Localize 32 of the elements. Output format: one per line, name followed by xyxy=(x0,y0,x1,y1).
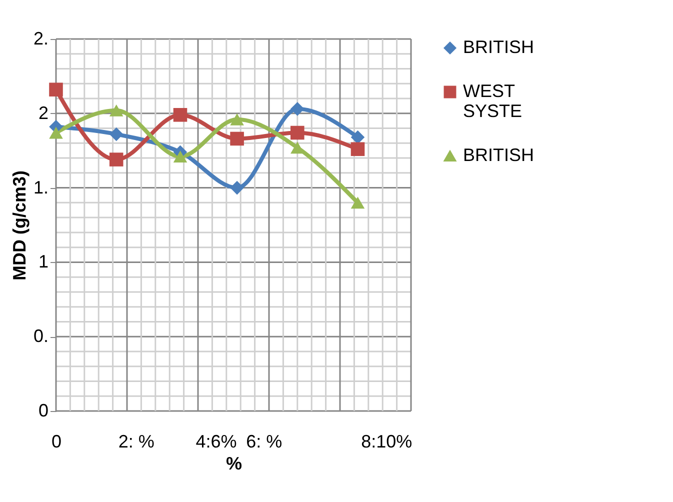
x-tick-label: 8:10% xyxy=(361,432,412,452)
y-tick-label: 0 xyxy=(38,400,48,420)
point xyxy=(230,113,244,126)
point xyxy=(109,104,124,116)
point xyxy=(49,126,63,139)
point xyxy=(49,82,63,96)
legend-label: BRITISH xyxy=(463,37,534,57)
point xyxy=(350,142,365,156)
point xyxy=(290,102,304,116)
y-tick-label: 0. xyxy=(33,326,48,346)
x-tick-label: 6: % xyxy=(246,432,282,452)
x-tick-label: 0 xyxy=(51,432,62,452)
x-tick-label: 2: % xyxy=(118,432,154,452)
point xyxy=(290,142,304,154)
x-tick-label: 4:6% xyxy=(196,432,237,452)
legend-label: WEST SYSTE xyxy=(463,81,522,121)
y-axis-title: MDD (g/cm3) xyxy=(9,170,30,281)
point xyxy=(350,196,365,209)
y-tick-label: 2. xyxy=(33,28,48,48)
point xyxy=(173,108,188,122)
point xyxy=(290,126,304,140)
y-tick-label: 2 xyxy=(38,102,48,123)
y-tick-label: 1. xyxy=(33,177,48,198)
point xyxy=(109,152,124,166)
legend-label: BRITISH xyxy=(463,145,534,165)
point xyxy=(173,150,188,163)
x-axis-title: % xyxy=(226,454,242,474)
point xyxy=(230,132,244,146)
y-tick-label: 1 xyxy=(38,252,48,272)
point xyxy=(109,127,124,142)
point xyxy=(230,180,244,195)
point xyxy=(350,130,365,144)
